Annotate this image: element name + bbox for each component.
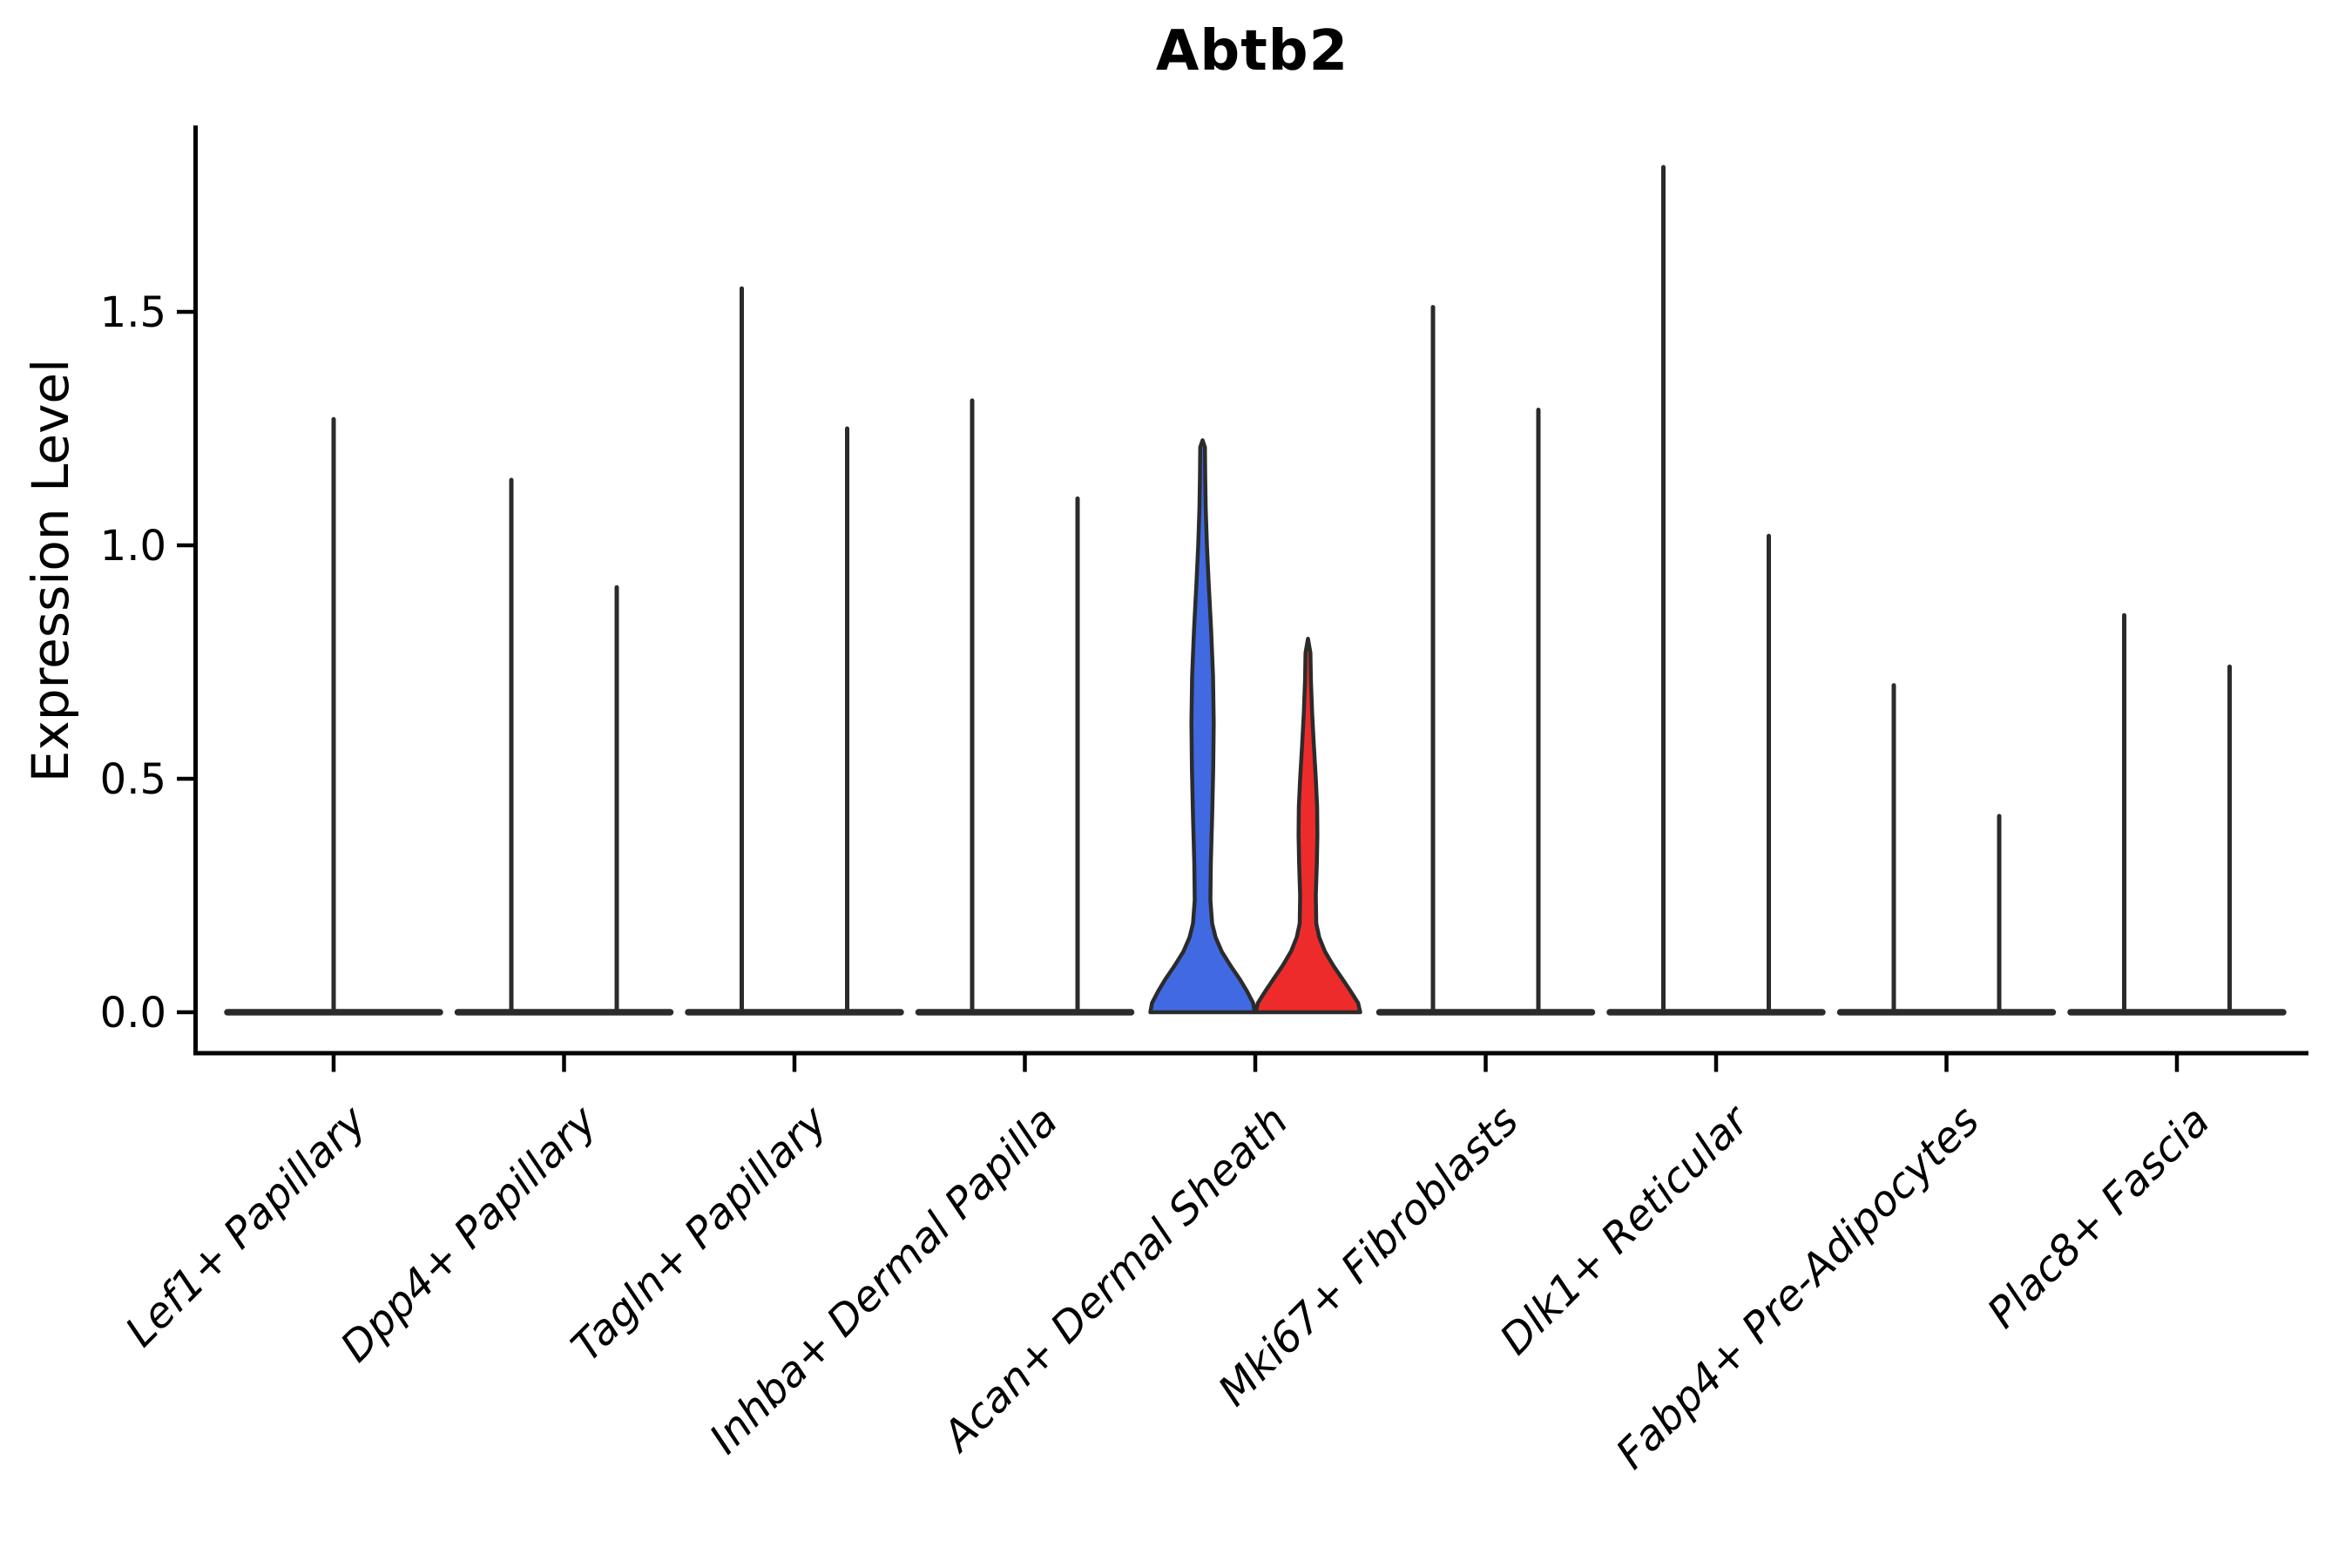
y-tick-label: 0.0 <box>100 989 166 1037</box>
violin-body <box>1254 636 1362 1015</box>
violin-body <box>1148 438 1257 1015</box>
x-tick-label: Plac8+ Fascia <box>1978 1097 2220 1338</box>
x-tick-label: Fabp4+ Pre-Adipocytes <box>1606 1097 1989 1479</box>
y-tick-label: 1.5 <box>100 288 166 337</box>
x-tick-label: Lef1+ Papillary <box>116 1096 376 1356</box>
y-tick-label: 1.0 <box>100 522 166 571</box>
plot-title: Abtb2 <box>1155 19 1349 84</box>
x-tick-label: Dlk1+ Reticular <box>1490 1095 1761 1365</box>
x-tick-label: Dpp4+ Papillary <box>331 1096 606 1371</box>
y-tick-label: 0.5 <box>100 755 166 804</box>
x-tick-label: Tagln+ Papillary <box>562 1096 837 1371</box>
